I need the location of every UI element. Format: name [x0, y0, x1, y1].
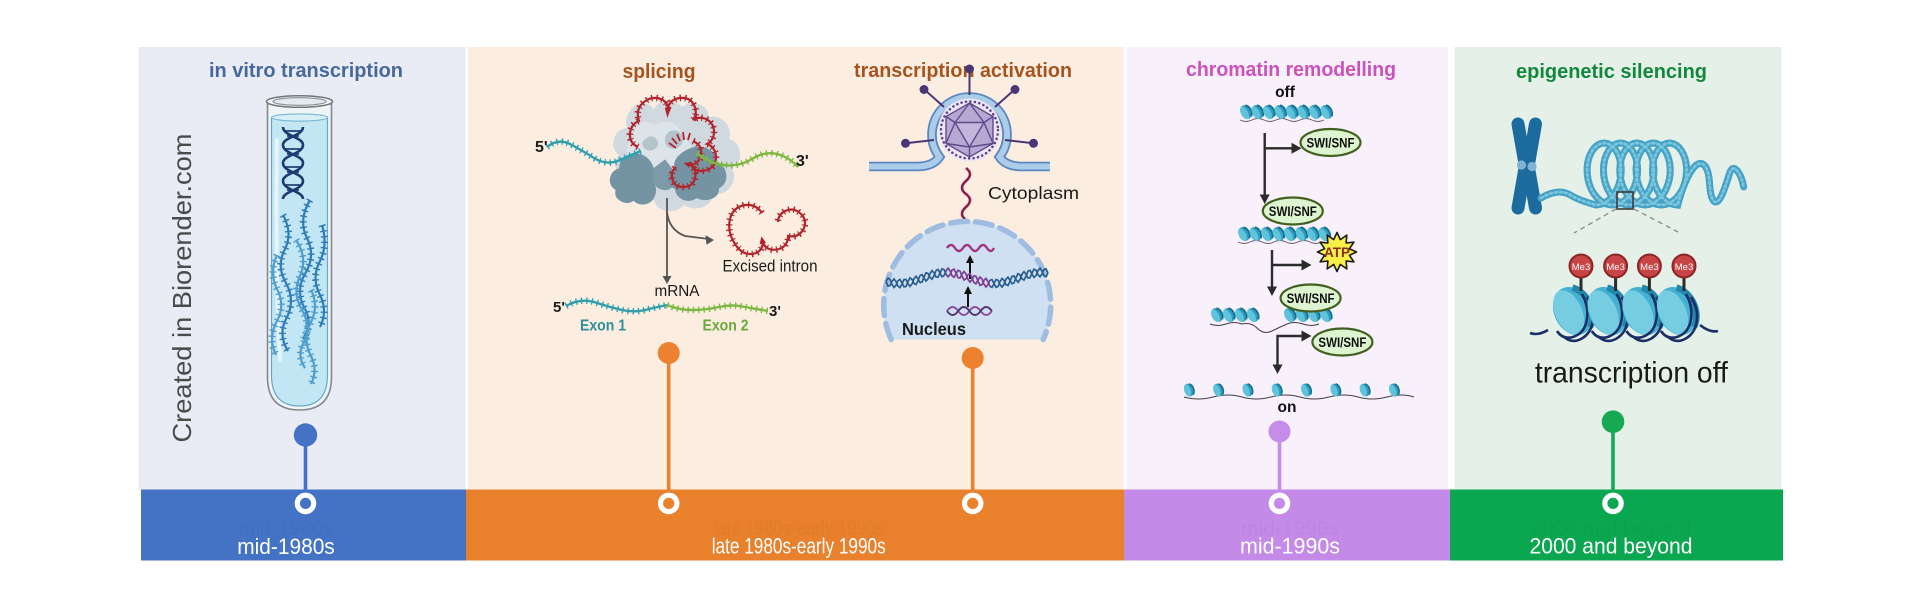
- svg-text:ATP: ATP: [1324, 245, 1350, 260]
- svg-text:Created in Biorender.com: Created in Biorender.com: [167, 134, 197, 443]
- svg-text:5': 5': [535, 139, 548, 156]
- svg-text:Cytoplasm: Cytoplasm: [988, 183, 1079, 203]
- svg-text:chromatin remodelling: chromatin remodelling: [1186, 59, 1396, 81]
- svg-text:late 1980s-early 1990s: late 1980s-early 1990s: [712, 533, 886, 558]
- svg-text:on: on: [1278, 399, 1297, 416]
- svg-text:Exon 1: Exon 1: [580, 318, 626, 335]
- svg-text:in vitro transcription: in vitro transcription: [209, 60, 403, 82]
- svg-text:transcription activation: transcription activation: [854, 60, 1072, 82]
- svg-text:epigenetic silencing: epigenetic silencing: [1516, 61, 1707, 83]
- svg-text:3': 3': [796, 153, 809, 170]
- svg-text:5': 5': [553, 299, 565, 316]
- svg-text:off: off: [1275, 84, 1296, 101]
- svg-text:Excised intron: Excised intron: [723, 258, 818, 276]
- svg-text:mid-1990s: mid-1990s: [1240, 533, 1340, 558]
- svg-text:mRNA: mRNA: [655, 283, 700, 300]
- svg-text:3': 3': [769, 303, 781, 320]
- svg-text:2000 and beyond: 2000 and beyond: [1530, 533, 1693, 558]
- svg-text:transcription off: transcription off: [1535, 357, 1729, 390]
- svg-text:Exon 2: Exon 2: [703, 318, 749, 335]
- svg-text:splicing: splicing: [623, 61, 696, 83]
- svg-text:mid-1980s: mid-1980s: [237, 534, 335, 559]
- svg-text:Nucleus: Nucleus: [902, 319, 966, 339]
